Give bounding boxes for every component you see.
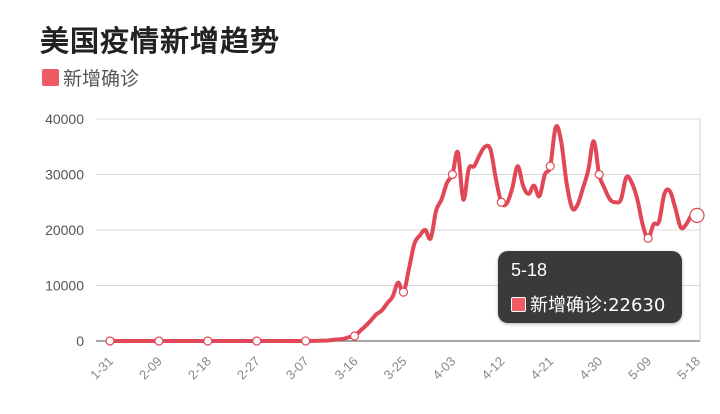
data-point-marker[interactable] bbox=[105, 336, 115, 346]
x-tick-label: 4-21 bbox=[527, 354, 556, 383]
y-tick-label: 0 bbox=[76, 333, 84, 349]
data-point-marker[interactable] bbox=[154, 336, 164, 346]
y-tick-label: 30000 bbox=[45, 167, 84, 183]
data-point-marker[interactable] bbox=[545, 161, 555, 171]
data-point-marker[interactable] bbox=[594, 169, 604, 180]
tooltip: 5-18 新增确诊:22630 bbox=[498, 251, 682, 323]
legend[interactable]: 新增确诊 bbox=[42, 64, 139, 91]
x-tick-label: 3-16 bbox=[332, 354, 361, 383]
tooltip-date: 5-18 bbox=[511, 260, 548, 280]
y-axis: 0 10000 20000 30000 40000 bbox=[45, 111, 84, 349]
data-point-marker[interactable] bbox=[203, 336, 213, 346]
x-tick-label: 5-18 bbox=[674, 354, 703, 383]
x-tick-label: 2-09 bbox=[136, 354, 165, 383]
y-tick-label: 20000 bbox=[45, 222, 84, 238]
x-tick-label: 4-03 bbox=[430, 354, 459, 383]
x-tick-label: 3-25 bbox=[381, 354, 410, 383]
data-point-marker[interactable] bbox=[252, 336, 262, 346]
tooltip-row: 新增确诊:22630 bbox=[511, 291, 665, 317]
y-tick-label: 40000 bbox=[45, 111, 84, 127]
tooltip-text: 新增确诊:22630 bbox=[530, 295, 666, 316]
data-point-markers[interactable] bbox=[105, 161, 705, 346]
x-tick-label: 3-07 bbox=[283, 354, 312, 383]
x-tick-label: 2-27 bbox=[234, 354, 263, 383]
x-axis: 1-31 2-09 2-18 2-27 3-07 3-16 3-25 4-03 4-12 4-21… bbox=[87, 354, 703, 383]
x-tick-label: 4-12 bbox=[478, 354, 507, 383]
data-point-marker[interactable] bbox=[643, 233, 653, 243]
x-tick-label: 4-30 bbox=[576, 354, 605, 383]
chart-title: 美国疫情新增趋势 bbox=[40, 24, 281, 58]
x-tick-label: 5-09 bbox=[625, 354, 654, 383]
data-point-marker[interactable] bbox=[301, 336, 311, 346]
data-point-marker[interactable] bbox=[349, 331, 360, 341]
tooltip-swatch-icon bbox=[511, 296, 526, 312]
data-point-marker[interactable] bbox=[496, 197, 506, 207]
data-point-marker[interactable] bbox=[398, 287, 409, 297]
legend-label: 新增确诊 bbox=[63, 68, 140, 90]
x-tick-label: 1-31 bbox=[87, 354, 116, 383]
legend-swatch-icon bbox=[42, 69, 59, 86]
y-tick-label: 10000 bbox=[45, 278, 84, 294]
data-point-marker[interactable] bbox=[689, 207, 705, 224]
x-tick-label: 2-18 bbox=[185, 354, 214, 383]
data-point-marker[interactable] bbox=[447, 169, 458, 180]
